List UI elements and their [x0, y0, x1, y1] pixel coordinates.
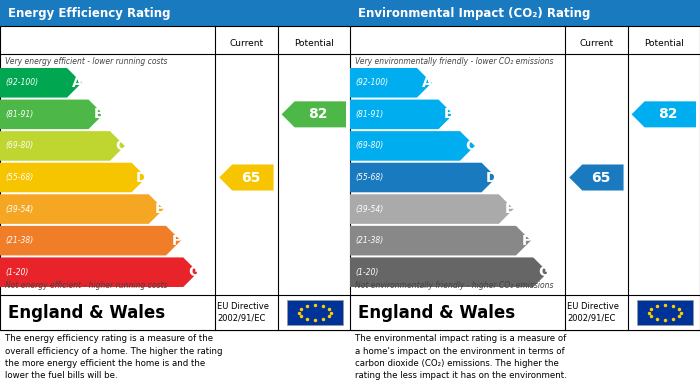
Polygon shape [0, 163, 146, 192]
Text: (39-54): (39-54) [355, 204, 384, 213]
Bar [0, 295, 350, 330]
Bar [0, 26, 350, 330]
Polygon shape [350, 226, 531, 255]
Text: Current: Current [230, 39, 263, 48]
Text: EU Directive
2002/91/EC: EU Directive 2002/91/EC [567, 302, 619, 323]
Text: A: A [72, 76, 83, 90]
Text: F: F [172, 234, 181, 248]
Text: B: B [94, 108, 104, 121]
Text: C: C [116, 139, 125, 153]
Polygon shape [0, 226, 181, 255]
Text: Not energy efficient - higher running costs: Not energy efficient - higher running co… [5, 281, 167, 290]
Text: Not environmentally friendly - higher CO₂ emissions: Not environmentally friendly - higher CO… [355, 281, 554, 290]
Text: G: G [538, 265, 550, 279]
Polygon shape [350, 163, 496, 192]
Bar [350, 26, 700, 330]
Polygon shape [569, 165, 624, 190]
Polygon shape [0, 194, 164, 224]
Text: E: E [505, 202, 514, 216]
Polygon shape [281, 101, 346, 127]
Bar [637, 300, 693, 325]
Polygon shape [350, 100, 454, 129]
Text: B: B [444, 108, 454, 121]
Polygon shape [350, 131, 475, 161]
Text: (21-38): (21-38) [355, 236, 384, 245]
Text: (39-54): (39-54) [5, 204, 34, 213]
Polygon shape [350, 194, 514, 224]
Text: 82: 82 [309, 108, 328, 121]
Text: (1-20): (1-20) [5, 268, 29, 277]
Text: (21-38): (21-38) [5, 236, 34, 245]
Text: (81-91): (81-91) [355, 110, 384, 119]
Text: England & Wales: England & Wales [8, 303, 165, 321]
Text: Very environmentally friendly - lower CO₂ emissions: Very environmentally friendly - lower CO… [355, 57, 554, 66]
Polygon shape [0, 257, 198, 287]
Polygon shape [0, 100, 104, 129]
Text: (69-80): (69-80) [5, 142, 34, 151]
Text: (81-91): (81-91) [5, 110, 34, 119]
Text: (92-100): (92-100) [5, 78, 38, 87]
Text: 65: 65 [591, 170, 610, 185]
Bar [350, 295, 700, 330]
Polygon shape [0, 131, 125, 161]
Text: E: E [155, 202, 164, 216]
Text: G: G [188, 265, 200, 279]
Bar [0, 0, 350, 26]
Text: EU Directive
2002/91/EC: EU Directive 2002/91/EC [217, 302, 269, 323]
Text: Very energy efficient - lower running costs: Very energy efficient - lower running co… [5, 57, 167, 66]
Text: (69-80): (69-80) [355, 142, 384, 151]
Polygon shape [350, 257, 548, 287]
Polygon shape [631, 101, 696, 127]
Text: England & Wales: England & Wales [358, 303, 515, 321]
Text: C: C [466, 139, 475, 153]
Bar [350, 0, 700, 26]
Text: D: D [136, 170, 148, 185]
Text: (55-68): (55-68) [5, 173, 34, 182]
Text: Potential: Potential [644, 39, 684, 48]
Polygon shape [219, 165, 274, 190]
Polygon shape [350, 68, 432, 98]
Text: Current: Current [580, 39, 613, 48]
Polygon shape [0, 68, 82, 98]
Text: D: D [486, 170, 498, 185]
Text: 65: 65 [241, 170, 260, 185]
Text: The environmental impact rating is a measure of
a home's impact on the environme: The environmental impact rating is a mea… [355, 334, 567, 380]
Text: Energy Efficiency Rating: Energy Efficiency Rating [8, 7, 171, 20]
Bar [287, 300, 343, 325]
Text: (92-100): (92-100) [355, 78, 388, 87]
Text: 82: 82 [659, 108, 678, 121]
Text: F: F [522, 234, 531, 248]
Text: The energy efficiency rating is a measure of the
overall efficiency of a home. T: The energy efficiency rating is a measur… [5, 334, 223, 380]
Text: (1-20): (1-20) [355, 268, 379, 277]
Text: Potential: Potential [294, 39, 334, 48]
Text: Environmental Impact (CO₂) Rating: Environmental Impact (CO₂) Rating [358, 7, 590, 20]
Text: (55-68): (55-68) [355, 173, 384, 182]
Text: A: A [422, 76, 433, 90]
